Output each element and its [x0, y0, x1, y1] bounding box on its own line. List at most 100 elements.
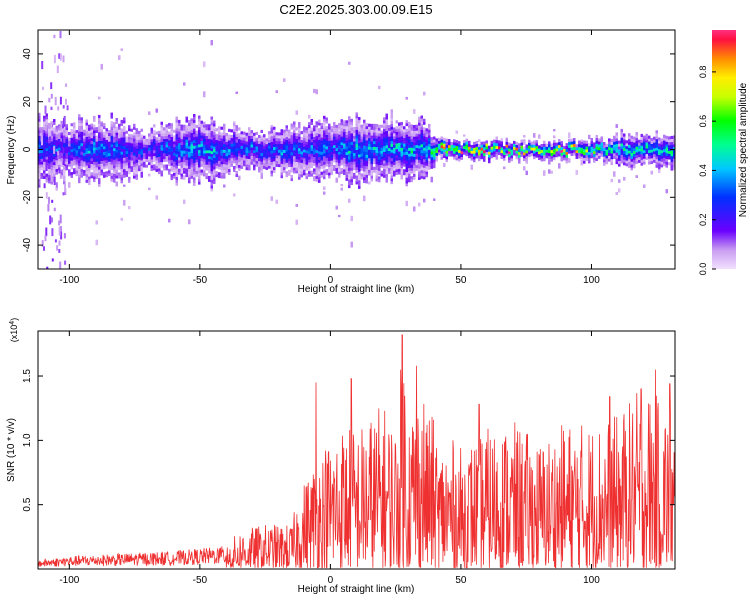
heatmap-cell	[323, 156, 326, 160]
heatmap-cell	[253, 155, 256, 159]
heatmap-cell	[440, 156, 443, 160]
heatmap-cell	[563, 154, 566, 158]
heatmap-cell	[358, 182, 361, 187]
heatmap-cell	[345, 143, 348, 147]
heatmap-cell	[88, 136, 91, 140]
heatmap-cell	[113, 162, 116, 166]
heatmap-cell	[138, 139, 141, 143]
heatmap-cell	[315, 144, 318, 148]
heatmap-cell	[150, 159, 153, 163]
heatmap-cell	[345, 163, 348, 167]
heatmap-cell	[280, 132, 283, 136]
heatmap-cell	[168, 140, 171, 144]
heatmap-cell	[230, 163, 233, 167]
heatmap-cell	[328, 135, 331, 139]
heatmap-cell	[418, 131, 421, 135]
heatmap-cell	[275, 160, 278, 165]
heatmap-cell	[185, 159, 188, 163]
heatmap-cell	[650, 138, 653, 142]
heatmap-cell	[103, 126, 106, 130]
heatmap-cell	[150, 127, 153, 131]
heatmap-cell	[233, 134, 236, 138]
heatmap-cell	[520, 148, 523, 152]
heatmap-cell	[468, 143, 471, 147]
heatmap-cell	[98, 126, 101, 130]
heatmap-cell	[393, 127, 396, 131]
heatmap-cell	[355, 126, 358, 130]
heatmap-cell	[210, 159, 213, 163]
heatmap-cell	[190, 161, 193, 165]
heatmap-cell	[183, 167, 186, 171]
heatmap-cell	[343, 143, 346, 147]
heatmap-cell	[505, 153, 508, 157]
heatmap-cell	[53, 34, 56, 39]
heatmap-cell	[315, 167, 318, 171]
heatmap-cell	[50, 123, 53, 128]
heatmap-cell	[333, 122, 336, 126]
heatmap-cell	[298, 127, 301, 132]
heatmap-cell	[258, 166, 261, 170]
heatmap-cell	[235, 159, 238, 163]
heatmap-cell	[65, 147, 68, 151]
heatmap-cell	[178, 145, 181, 149]
heatmap-cell	[185, 145, 188, 149]
heatmap-cell	[185, 116, 188, 120]
heatmap-cell	[390, 169, 393, 173]
heatmap-cell	[650, 160, 653, 165]
heatmap-cell	[80, 154, 83, 158]
heatmap-cell	[435, 141, 438, 145]
heatmap-cell	[55, 187, 58, 191]
heatmap-cell	[235, 130, 238, 135]
heatmap-cell	[110, 147, 113, 151]
heatmap-cell	[388, 165, 391, 169]
heatmap-cell	[38, 155, 41, 160]
heatmap-cell	[648, 135, 651, 139]
heatmap-cell	[50, 144, 53, 148]
heatmap-cell	[155, 154, 158, 158]
heatmap-cell	[98, 166, 101, 170]
heatmap-cell	[420, 124, 423, 128]
heatmap-cell	[188, 148, 191, 152]
heatmap-cell	[328, 160, 331, 165]
heatmap-cell	[530, 153, 533, 157]
heatmap-cell	[98, 137, 101, 141]
heatmap-cell	[225, 167, 228, 171]
heatmap-cell	[575, 169, 578, 175]
heatmap-cell	[278, 164, 281, 168]
heatmap-cell	[285, 125, 288, 129]
heatmap-cell	[655, 144, 658, 148]
heatmap-cell	[318, 142, 321, 146]
heatmap-cell	[178, 128, 181, 132]
heatmap-cell	[310, 147, 313, 151]
heatmap-cell	[370, 152, 373, 156]
heatmap-cell	[418, 142, 421, 146]
heatmap-cell	[310, 144, 313, 148]
heatmap-cell	[80, 143, 83, 147]
heatmap-cell	[358, 168, 361, 172]
heatmap-cell	[78, 180, 81, 184]
heatmap-cell	[303, 166, 306, 170]
heatmap-cell	[303, 160, 306, 165]
heatmap-cell	[158, 150, 161, 155]
heatmap-cell	[165, 147, 168, 151]
heatmap-cell	[668, 156, 671, 160]
heatmap-cell	[590, 149, 593, 153]
heatmap-cell	[478, 146, 481, 150]
heatmap-cell	[283, 161, 286, 165]
heatmap-cell	[510, 149, 513, 153]
heatmap-cell	[465, 153, 468, 157]
heatmap-cell	[160, 156, 163, 160]
heatmap-cell	[325, 131, 328, 136]
heatmap-cell	[383, 168, 386, 173]
heatmap-cell	[528, 145, 531, 149]
heatmap-cell	[398, 131, 401, 135]
heatmap-cell	[355, 121, 358, 125]
heatmap-cell	[633, 139, 636, 143]
heatmap-cell	[375, 126, 378, 130]
heatmap-cell	[358, 125, 361, 129]
heatmap-cell	[418, 168, 421, 172]
heatmap-cell	[410, 124, 413, 128]
heatmap-cell	[390, 138, 393, 142]
heatmap-cell	[533, 133, 536, 138]
heatmap-cell	[315, 138, 318, 142]
